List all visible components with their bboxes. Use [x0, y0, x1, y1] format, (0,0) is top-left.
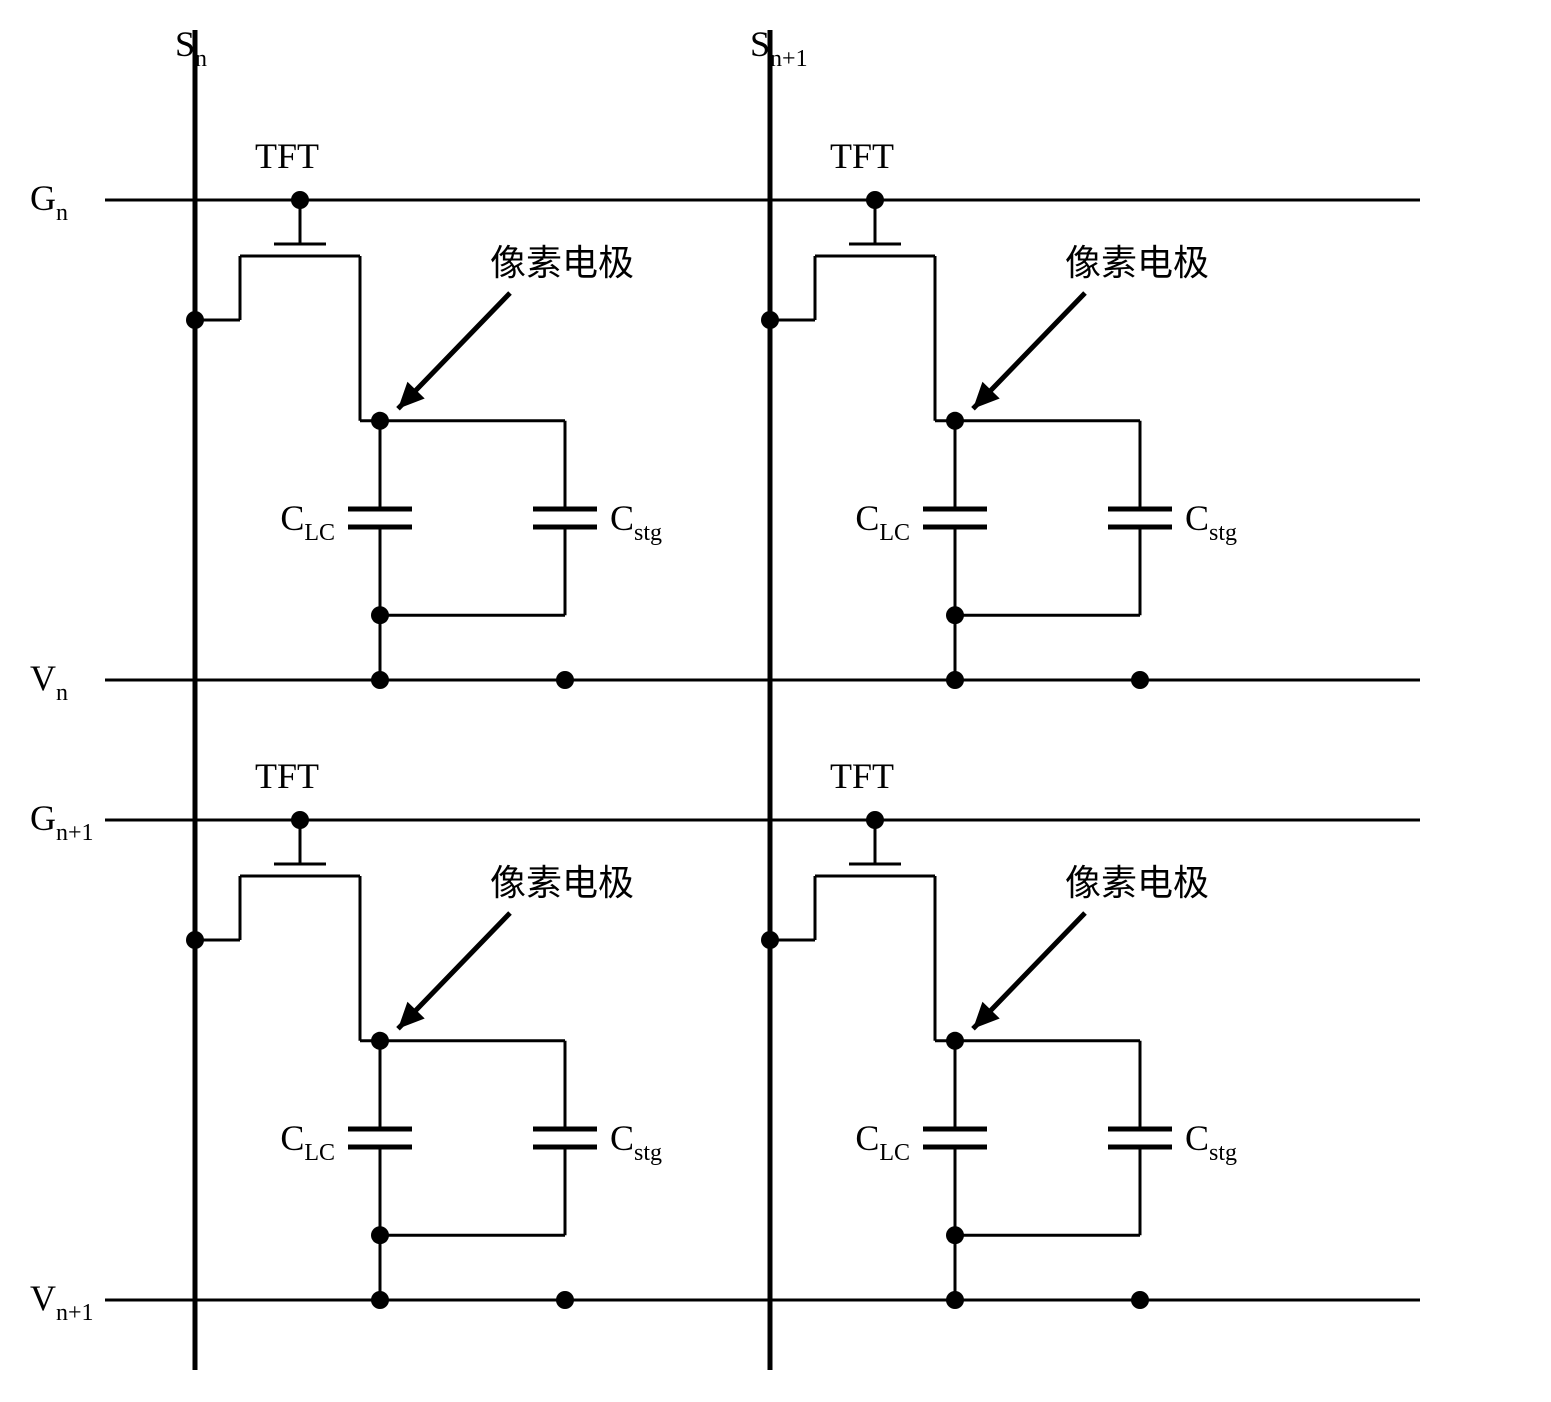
row-line-label: Gn: [30, 178, 68, 226]
row-line-label: Vn+1: [30, 1278, 94, 1326]
pixel-electrode-label: 像素电极: [490, 863, 634, 903]
pixel-electrode-label: 像素电极: [1065, 243, 1209, 283]
cstg-label: Cstg: [1185, 498, 1237, 546]
row-line-label: Gn+1: [30, 798, 94, 846]
tft-label: TFT: [255, 136, 319, 176]
clc-label: CLC: [280, 1118, 335, 1166]
row-line-label: Vn: [30, 658, 68, 706]
tft-label: TFT: [830, 756, 894, 796]
pixel-electrode-label: 像素电极: [1065, 863, 1209, 903]
cstg-label: Cstg: [610, 498, 662, 546]
clc-label: CLC: [855, 1118, 910, 1166]
source-line-label: Sn: [175, 24, 207, 72]
cstg-label: Cstg: [1185, 1118, 1237, 1166]
pixel-array-schematic: Sn Sn+1 Gn Vn Gn+1 Vn+1 TFT 像素电极 CLC Cstg TFT 像素电极 C…: [0, 0, 1551, 1402]
cstg-label: Cstg: [610, 1118, 662, 1166]
tft-label: TFT: [830, 136, 894, 176]
pixel-electrode-label: 像素电极: [490, 243, 634, 283]
tft-label: TFT: [255, 756, 319, 796]
clc-label: CLC: [855, 498, 910, 546]
clc-label: CLC: [280, 498, 335, 546]
source-line-label: Sn+1: [750, 24, 808, 72]
